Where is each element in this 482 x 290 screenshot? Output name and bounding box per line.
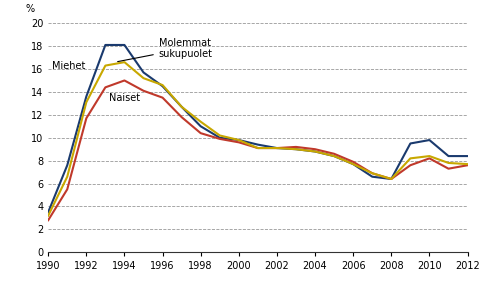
- Text: %: %: [25, 4, 34, 14]
- Text: Naiset: Naiset: [109, 93, 140, 103]
- Text: Molemmat
sukupuolet: Molemmat sukupuolet: [118, 38, 213, 61]
- Text: Miehet: Miehet: [52, 61, 85, 71]
